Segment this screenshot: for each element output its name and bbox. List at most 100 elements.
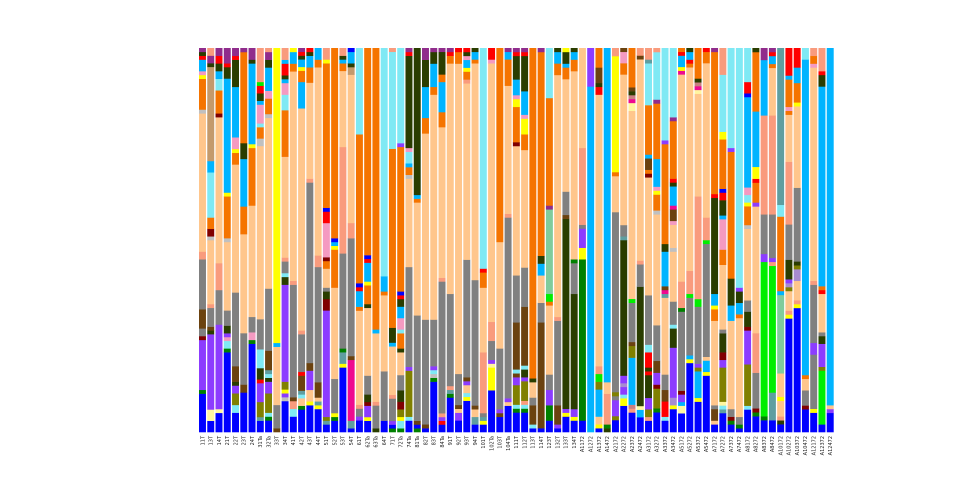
bar-segment: [645, 344, 652, 353]
bar-segment: [686, 67, 694, 272]
bar-segment: [785, 48, 793, 76]
bar-segment: [785, 290, 793, 311]
bar-segment: [719, 219, 727, 250]
bar-segment: [364, 307, 372, 376]
bar-23T: [240, 48, 248, 433]
bar-segment: [678, 74, 686, 282]
bar-segment: [669, 324, 677, 329]
bar-segment: [678, 281, 686, 309]
bar-segment: [380, 420, 388, 433]
bar-segment: [702, 51, 710, 64]
bar-segment: [818, 424, 826, 433]
bar-segment: [744, 202, 752, 207]
bar-segment: [826, 405, 834, 410]
bar-segment: [289, 408, 297, 417]
bar-segment: [281, 75, 289, 80]
bar-segment: [281, 389, 289, 394]
x-tick-label: 134T: [572, 435, 578, 449]
x-tick-label: A8272: [754, 436, 760, 452]
bar-112T: [521, 48, 529, 433]
bar-A1272: [587, 48, 595, 433]
bar-segment: [521, 149, 529, 268]
bar-A8172: [744, 48, 752, 433]
bar-segment: [215, 324, 223, 410]
bar-segment: [512, 373, 520, 378]
bar-segment: [669, 301, 677, 325]
bar-segment: [529, 397, 537, 406]
bar-segment: [289, 397, 297, 402]
bar-segment: [281, 276, 289, 285]
bar-segment: [199, 59, 206, 72]
bar-segment: [752, 412, 760, 417]
bar-segment: [314, 255, 322, 268]
x-tick-label: 101T: [481, 435, 487, 449]
bar-segment: [768, 392, 776, 421]
x-tick-label: A2472: [638, 436, 644, 452]
bar-segment: [265, 90, 273, 99]
bar-segment: [380, 371, 388, 421]
bar-segment: [298, 409, 306, 433]
bar-segment: [322, 291, 330, 300]
bar-segment: [810, 354, 818, 410]
bar-segment: [504, 405, 512, 433]
bar-segment: [347, 222, 355, 239]
bar-segment: [298, 371, 306, 376]
bar-segment: [719, 359, 727, 368]
bar-segment: [397, 329, 405, 334]
bar-segment: [760, 261, 768, 417]
bar-segment: [215, 71, 223, 80]
bar-segment: [331, 48, 339, 239]
bar-segment: [744, 300, 752, 312]
bar-A10272: [785, 48, 793, 433]
bar-segment: [380, 295, 388, 372]
bar-segment: [719, 188, 727, 193]
bar-segment: [306, 389, 314, 402]
bar-11T: [199, 48, 206, 433]
bar-segment: [628, 102, 636, 111]
bar-segment: [298, 394, 306, 399]
bar-segment: [355, 134, 363, 284]
bar-segment: [810, 67, 818, 282]
bar-segment: [306, 67, 314, 83]
bar-segment: [645, 169, 652, 174]
x-tick-label: 14T: [217, 435, 223, 445]
bar-segment: [545, 420, 553, 433]
bar-segment: [669, 182, 677, 187]
bar-A2372: [628, 48, 636, 433]
bar-segment: [669, 186, 677, 206]
bar-segment: [207, 48, 215, 56]
bar-segment: [645, 154, 652, 159]
bar-segment: [694, 363, 702, 368]
bar-segment: [422, 48, 429, 60]
bar-segment: [744, 409, 752, 433]
bar-segment: [397, 348, 405, 353]
bar-segment: [422, 133, 429, 320]
x-tick-label: A10372: [795, 436, 801, 455]
bar-segment: [463, 51, 471, 57]
bar-segment: [488, 321, 496, 342]
x-tick-label: 13T: [209, 435, 215, 445]
bar-segment: [422, 59, 429, 88]
bar-segment: [223, 196, 231, 239]
bar-A8472: [768, 48, 776, 433]
bar-segment: [240, 158, 248, 207]
bar-segment: [380, 291, 388, 296]
bar-segment: [744, 96, 752, 188]
bar-segment: [529, 428, 537, 433]
bar-segment: [818, 48, 826, 72]
x-tick-label: 42T: [299, 435, 305, 445]
x-tick-label: A5472: [704, 436, 710, 452]
bar-segment: [397, 374, 405, 391]
bar-segment: [645, 173, 652, 178]
bar-segment: [744, 206, 752, 226]
bar-segment: [653, 388, 661, 409]
bar-segment: [512, 145, 520, 276]
bar-segment: [455, 412, 463, 421]
bar-segment: [719, 333, 727, 353]
bar-segment: [232, 381, 239, 386]
bar-segment: [595, 366, 603, 375]
bar-segment: [256, 81, 264, 86]
bar-segment: [702, 217, 710, 241]
bar-segment: [694, 89, 702, 94]
bar-segment: [628, 91, 636, 96]
